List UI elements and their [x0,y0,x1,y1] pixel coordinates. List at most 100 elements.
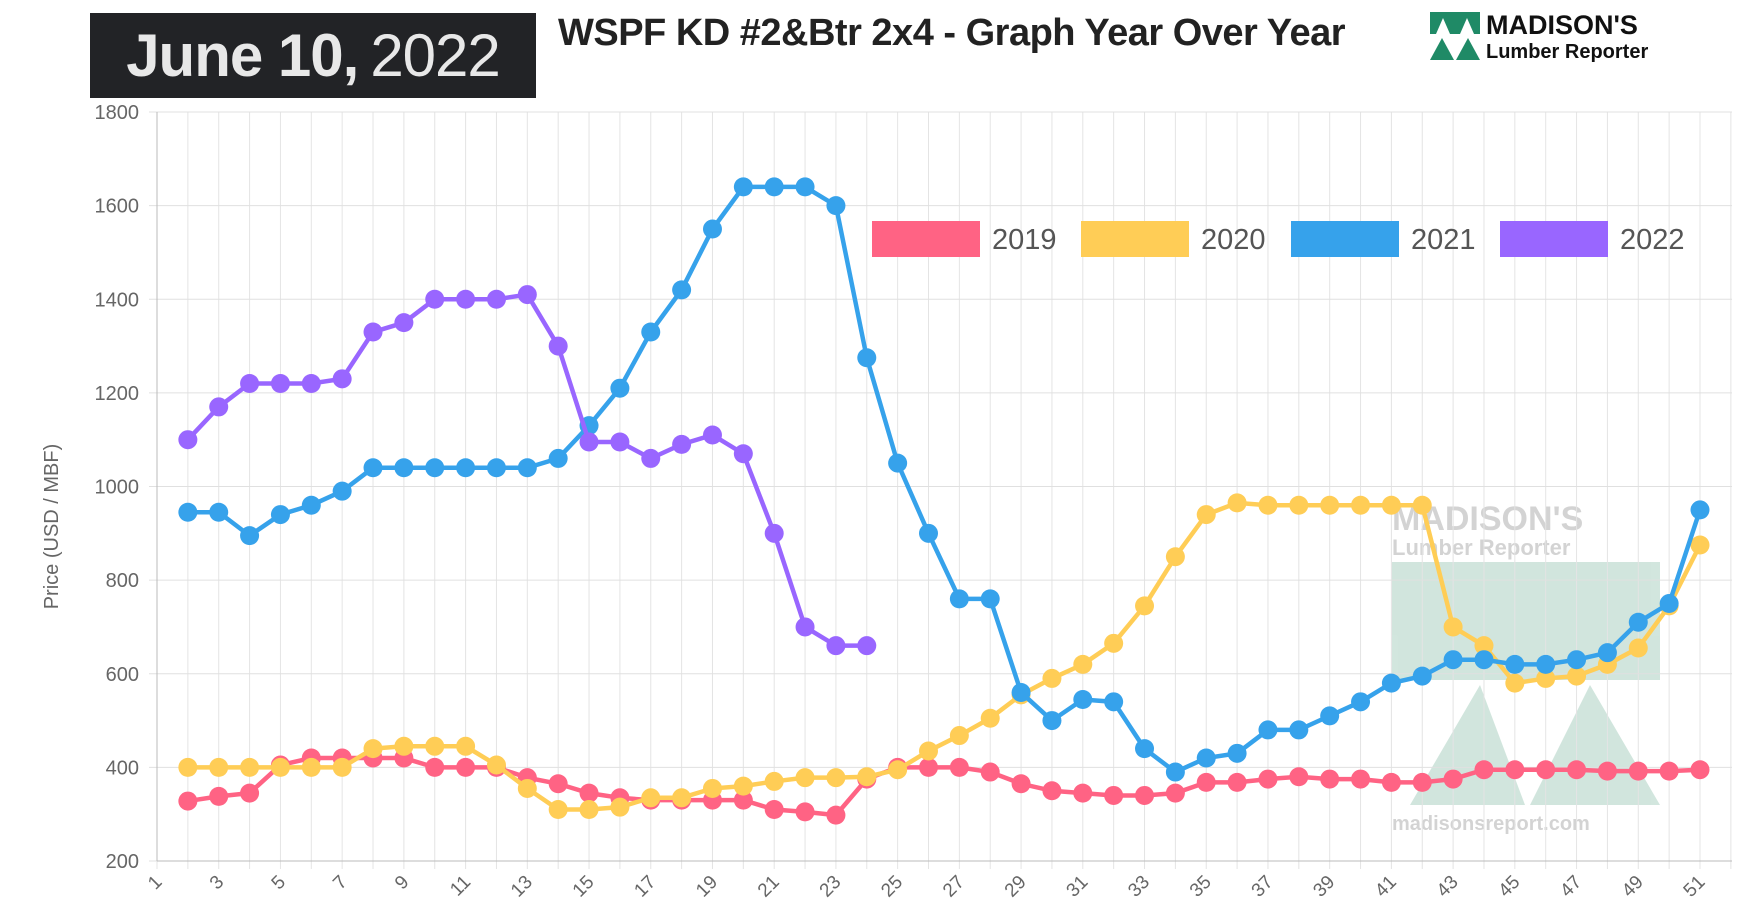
data-point-2020 [394,736,414,756]
data-point-2022 [270,374,290,394]
data-point-2022 [425,289,445,309]
data-point-2019 [980,762,1000,782]
legend-swatch-2020 [1081,221,1189,257]
data-point-2019 [1042,781,1062,801]
data-point-2021 [1104,692,1124,712]
data-point-2021 [1011,682,1031,702]
data-point-2021 [548,448,568,468]
x-tick-label: 25 [877,872,907,902]
data-point-2021 [1227,743,1247,763]
svg-text:MADISON'S: MADISON'S [1486,10,1638,40]
legend-label-2021: 2021 [1411,224,1476,256]
x-tick-label: 41 [1371,872,1401,902]
data-point-2020 [610,797,630,817]
data-point-2021 [764,177,784,197]
data-point-2019 [795,802,815,822]
data-point-2019 [178,791,198,811]
data-point-2019 [1597,761,1617,781]
data-point-2020 [1227,493,1247,513]
data-point-2021 [888,453,908,473]
data-point-2021 [702,219,722,239]
data-point-2021 [1165,762,1185,782]
data-point-2019 [1196,772,1216,792]
data-point-2021 [332,481,352,501]
data-point-2021 [1597,643,1617,663]
data-point-2022 [795,617,815,637]
data-point-2021 [209,502,229,522]
data-point-2021 [1258,720,1278,740]
data-point-2020 [795,768,815,788]
x-tick-label: 43 [1433,872,1463,902]
data-point-2019 [579,783,599,803]
date-month-day: June 10, [126,22,359,89]
x-tick-label: 47 [1556,872,1586,902]
data-point-2020 [486,755,506,775]
data-point-2019 [1351,769,1371,789]
data-point-2020 [949,726,969,746]
data-point-2020 [888,760,908,780]
data-point-2020 [1536,668,1556,688]
data-point-2020 [425,736,445,756]
x-tick-label: 35 [1186,872,1216,902]
data-point-2020 [363,739,383,759]
data-point-2021 [949,589,969,609]
data-point-2020 [702,778,722,798]
data-point-2020 [517,778,537,798]
data-point-2022 [240,374,260,394]
legend-swatch-2021 [1291,221,1399,257]
data-point-2020 [764,771,784,791]
data-point-2022 [764,523,784,543]
data-point-2022 [486,289,506,309]
series-2020 [178,493,1710,820]
data-point-2021 [1690,500,1710,520]
watermark-url: madisonsreport.com [1392,813,1590,835]
y-tick-label: 1600 [95,196,140,218]
data-point-2019 [949,757,969,777]
x-tick-label: 7 [329,872,351,894]
data-point-2022 [363,322,383,342]
x-tick-label: 45 [1495,872,1525,902]
data-point-2019 [1011,774,1031,794]
data-point-2020 [1567,666,1587,686]
data-point-2019 [1320,769,1340,789]
data-point-2021 [1073,689,1093,709]
x-tick-label: 51 [1680,872,1710,902]
data-point-2021 [826,196,846,216]
data-point-2019 [1165,783,1185,803]
data-point-2019 [1104,785,1124,805]
data-point-2020 [641,788,661,808]
data-point-2022 [178,430,198,450]
data-point-2021 [1351,692,1371,712]
data-point-2020 [1351,495,1371,515]
x-tick-label: 33 [1124,872,1154,902]
data-point-2019 [548,774,568,794]
data-point-2019 [1536,760,1556,780]
data-point-2021 [1536,654,1556,674]
x-tick-label: 3 [206,872,228,894]
y-tick-label: 1000 [95,477,140,499]
data-point-2021 [301,495,321,515]
data-point-2020 [1320,495,1340,515]
y-tick-label: 1400 [95,289,140,311]
watermark-tri [1410,685,1525,805]
legend-label-2019: 2019 [992,224,1057,256]
x-tick-label: 39 [1309,872,1339,902]
data-point-2021 [456,458,476,478]
data-point-2021 [1042,711,1062,731]
data-point-2020 [733,776,753,796]
data-point-2020 [548,800,568,820]
data-point-2021 [672,280,692,300]
data-point-2022 [641,448,661,468]
data-point-2022 [826,636,846,656]
data-point-2019 [919,757,938,777]
data-point-2022 [332,369,352,389]
data-point-2021 [1289,720,1309,740]
data-point-2019 [209,786,229,806]
x-tick-label: 23 [816,872,846,902]
data-point-2019 [1258,769,1278,789]
data-point-2020 [1196,505,1216,525]
y-tick-label: 400 [106,757,139,779]
data-point-2021 [1505,654,1525,674]
data-point-2022 [209,397,229,417]
